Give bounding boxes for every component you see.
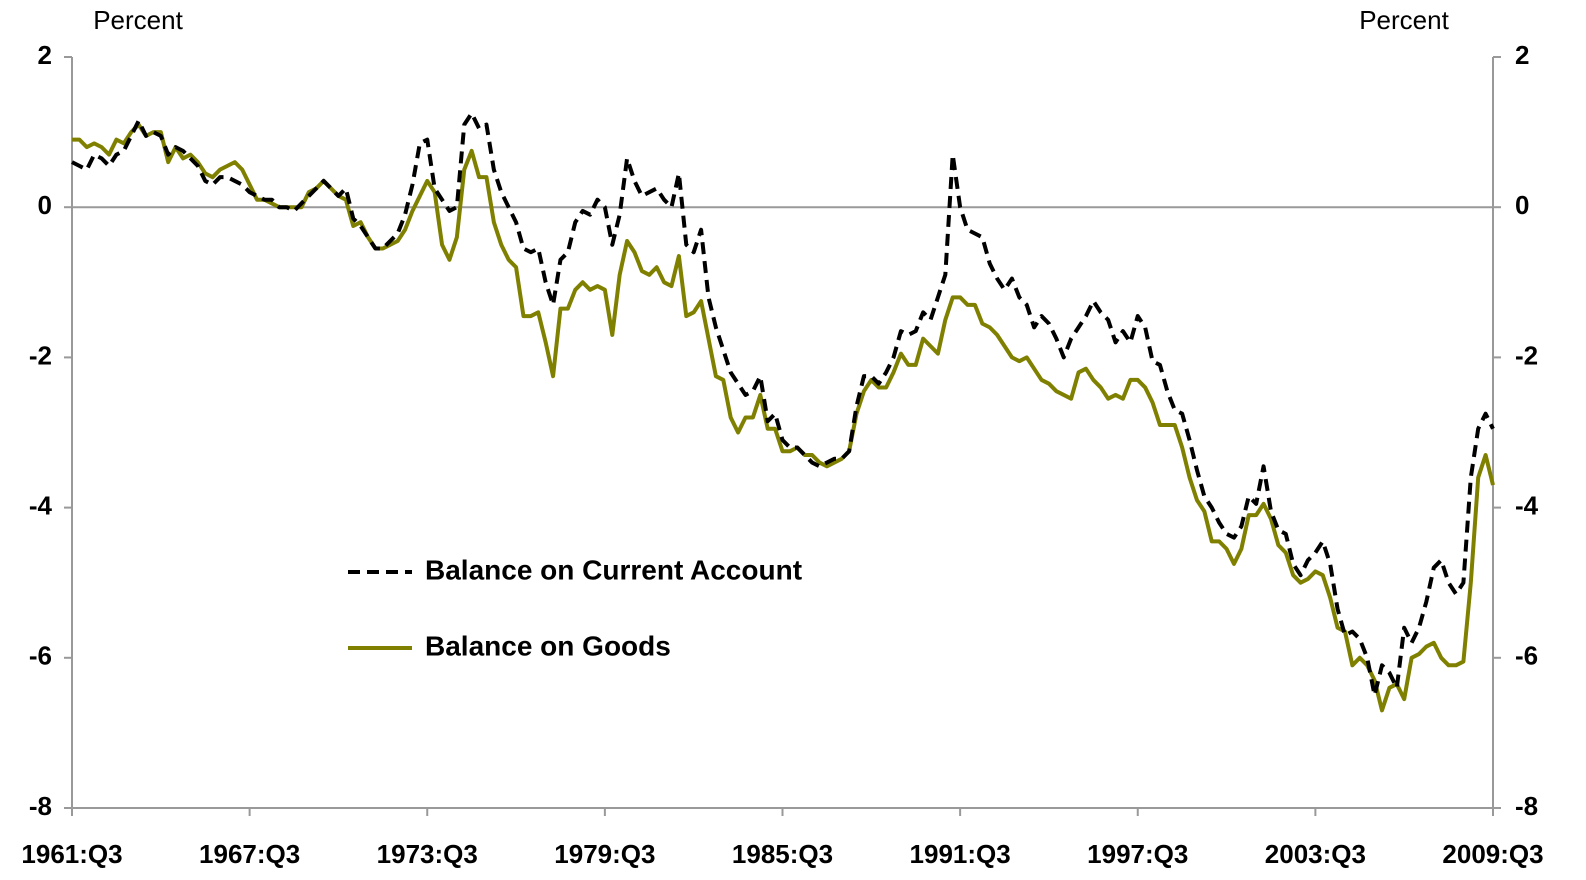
x-tick-label: 1979:Q3 xyxy=(554,839,655,869)
x-tick-label: 2009:Q3 xyxy=(1442,839,1543,869)
legend-label: Balance on Goods xyxy=(425,630,671,661)
y2-tick-label: -6 xyxy=(1515,641,1538,671)
x-tick-label: 1973:Q3 xyxy=(377,839,478,869)
y2-tick-label: -8 xyxy=(1515,791,1538,821)
x-tick-label: 1985:Q3 xyxy=(732,839,833,869)
y2-tick-label: -4 xyxy=(1515,490,1539,520)
y2-tick-label: -2 xyxy=(1515,340,1538,370)
x-tick-label: 1997:Q3 xyxy=(1087,839,1188,869)
y-tick-label: -8 xyxy=(29,791,52,821)
y-tick-label: 2 xyxy=(38,40,52,70)
x-tick-label: 2003:Q3 xyxy=(1265,839,1366,869)
x-tick-label: 1967:Q3 xyxy=(199,839,300,869)
y-axis-label: Percent xyxy=(93,5,183,35)
series-line xyxy=(72,122,1495,713)
x-tick-label: 1991:Q3 xyxy=(910,839,1011,869)
y2-tick-label: 2 xyxy=(1515,40,1529,70)
series-line xyxy=(71,111,1495,698)
y-tick-label: -2 xyxy=(29,340,52,370)
y2-tick-label: 0 xyxy=(1515,190,1529,220)
y-tick-label: 0 xyxy=(38,190,52,220)
y2-axis-label: Percent xyxy=(1359,5,1449,35)
x-tick-label: 1961:Q3 xyxy=(21,839,122,869)
y-tick-label: -4 xyxy=(29,490,53,520)
legend-label: Balance on Current Account xyxy=(425,554,802,585)
y-tick-label: -6 xyxy=(29,641,52,671)
